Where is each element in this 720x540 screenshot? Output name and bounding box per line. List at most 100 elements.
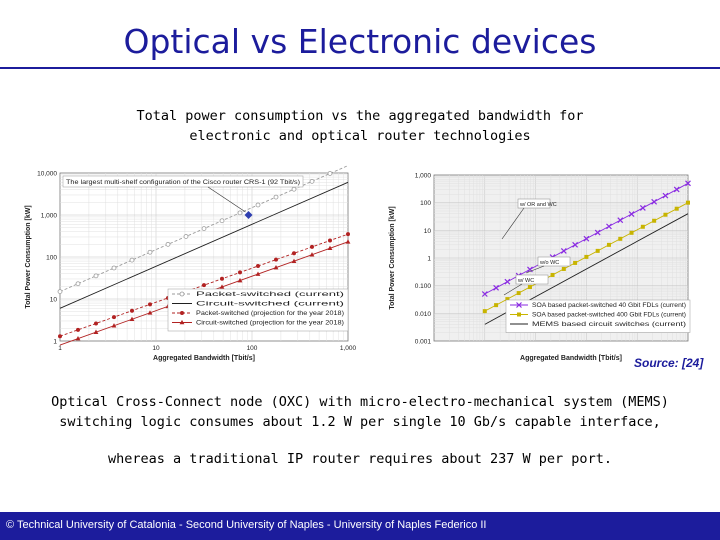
y-tick-label: 1,000 [415,173,432,180]
data-point [202,283,206,288]
data-point [112,315,116,320]
legend-label: SOA based packet-switched 400 Gbit FDLs … [532,313,686,319]
data-point [291,186,297,192]
data-point [75,281,81,287]
data-point [201,226,207,232]
data-point [130,308,134,313]
data-point [573,260,578,265]
data-point [583,235,590,242]
data-point [606,223,612,230]
legend-label: Circuit-switched (current) [196,302,344,308]
annotation-box [515,274,549,285]
annotation-arrow [501,207,525,240]
data-point [673,186,680,193]
data-point [662,192,669,199]
x-tick-label: 1,000 [340,345,357,352]
data-point [686,200,690,205]
data-point [93,273,99,279]
data-point [663,212,668,217]
data-point [617,217,624,224]
x-tick-label: 10 [152,345,160,352]
data-point [594,229,601,236]
source-citation: Source: [24] [634,356,704,370]
legend-marker [516,302,522,308]
data-point [111,265,117,271]
chart-caption: Total power consumption vs the aggregate… [60,106,660,146]
legend-marker [517,312,521,317]
data-point [274,257,278,262]
data-point [685,180,691,187]
legend-box [505,299,691,333]
y-tick-label: 10 [424,228,432,235]
body-conclusion: whereas a traditional IP router requires… [20,449,700,469]
data-point [165,241,171,247]
y-axis-label: Total Power Consumption [kW] [25,205,32,308]
annotation-box [537,256,571,267]
data-point [595,248,600,253]
data-point [129,316,135,322]
chart-caption-line-1: Total power consumption vs the aggregate… [136,108,584,124]
data-point [504,278,511,285]
y-tick-label: 1 [427,256,431,263]
legend-marker [180,311,184,315]
data-point [256,264,260,269]
data-point [606,242,611,247]
annotation-text: The largest multi-shelf configuration of… [66,180,300,186]
legend-box [167,288,349,332]
data-point [505,297,510,302]
annotation-arrow [503,283,523,296]
y-tick-label: 0.001 [415,339,432,346]
data-point [183,234,189,239]
data-point [572,241,579,248]
data-point [639,204,646,211]
electronic-router-chart: 1 10 100 1,000 10,000 1 10 100 1,000 Aggregated B… [25,165,357,362]
x-tick-label: 1 [58,345,62,352]
data-point [309,252,315,257]
data-point [628,211,635,217]
data-point [76,327,80,332]
body-paragraph: Optical Cross-Connect node (OXC) with mi… [20,392,700,432]
series-line [59,181,349,309]
data-point [493,284,500,291]
x-tick-label: 100 [247,345,258,352]
x-axis-label: Aggregated Bandwidth [Tbit/s] [153,355,255,362]
annotation-arrow [207,186,246,213]
data-point [57,289,63,295]
legend-marker [179,319,185,325]
data-point [481,291,488,297]
data-point [147,310,153,315]
legend-label: MEMS based circuit switches (current) [532,322,686,328]
data-point [560,248,567,254]
annotation-arrow [525,265,545,274]
data-point [516,291,521,296]
data-point [58,334,62,339]
y-tick-label: 100 [46,255,57,262]
data-point [327,171,333,176]
data-point [219,284,225,289]
y-tick-label: 1 [53,339,57,346]
y-tick-label: 0.100 [415,283,432,290]
data-point [148,302,152,307]
data-point [147,249,153,255]
data-point [129,257,135,263]
data-point [309,178,315,184]
data-point [93,329,99,334]
annotation-text: w/ OR and WC [519,202,557,208]
annotation-text: w/ WC [517,278,534,284]
annotation-box [62,175,304,188]
data-point [328,238,332,243]
y-axis-label: Total Power Consumption [kW] [389,206,396,309]
data-point [618,236,623,241]
data-point [527,285,532,290]
data-point [640,224,645,229]
data-point [291,258,297,263]
data-point [238,270,242,275]
data-point [584,254,589,259]
chart-caption-line-2: electronic and optical router technologi… [189,128,531,144]
data-point [674,206,679,211]
slide-title: Optical vs Electronic devices [123,22,597,61]
legend-label: SOA based packet-switched 40 Gbit FDLs (… [532,303,686,309]
data-point [219,218,225,224]
data-point [629,230,634,235]
legend-label: Packet-switched (current) [196,292,344,298]
